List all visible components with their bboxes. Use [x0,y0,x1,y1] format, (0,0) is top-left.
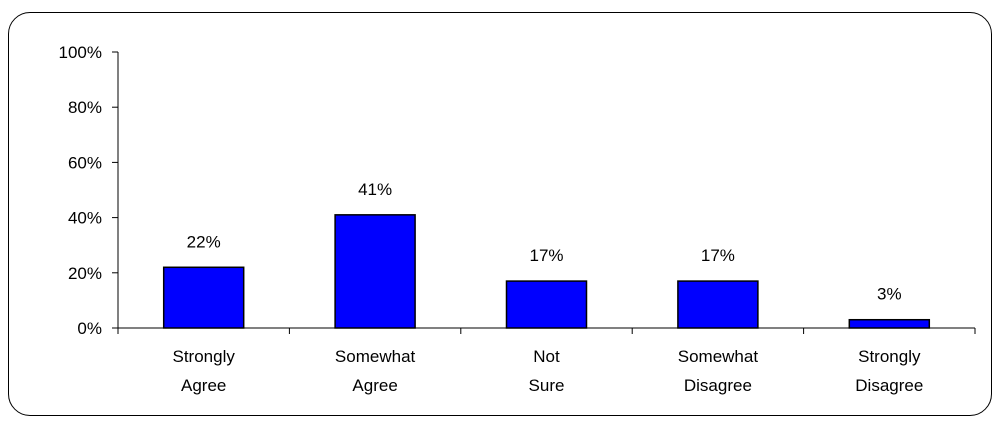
data-label-0: 22% [187,232,221,251]
y-tick-label: 20% [68,264,102,283]
x-axis-categories: Strongly Agree Somewhat Agree Not Sure Somewha… [117,328,976,395]
y-axis-ticks: 0% 20% 40% 60% 80% 100% [59,43,118,338]
x-category-label: Strongly [173,347,236,366]
x-category-label: Disagree [684,376,752,395]
y-tick-label: 60% [68,153,102,172]
data-label-3: 17% [701,246,735,265]
x-category-label: Not [533,347,560,366]
x-category-label: Somewhat [678,347,759,366]
x-category-label: Strongly [858,347,921,366]
data-label-1: 41% [358,180,392,199]
bar-0 [162,266,245,329]
data-label-4: 3% [877,285,902,304]
data-label-2: 17% [529,246,563,265]
x-category-label: Agree [181,376,226,395]
y-tick-label: 40% [68,209,102,228]
x-category-label: Sure [529,376,565,395]
bar-3 [677,280,759,329]
x-category-label: Agree [352,376,397,395]
x-category-label: Disagree [855,376,923,395]
y-tick-label: 100% [59,43,102,62]
bar-1 [334,214,416,329]
y-tick-label: 0% [77,319,102,338]
x-category-label: Somewhat [335,347,416,366]
bar-2 [505,280,588,329]
y-tick-label: 80% [68,98,102,117]
bars: 22% 41% 17% 17% 3% [162,180,931,329]
bar-4 [848,318,931,329]
chart-frame [8,12,992,416]
